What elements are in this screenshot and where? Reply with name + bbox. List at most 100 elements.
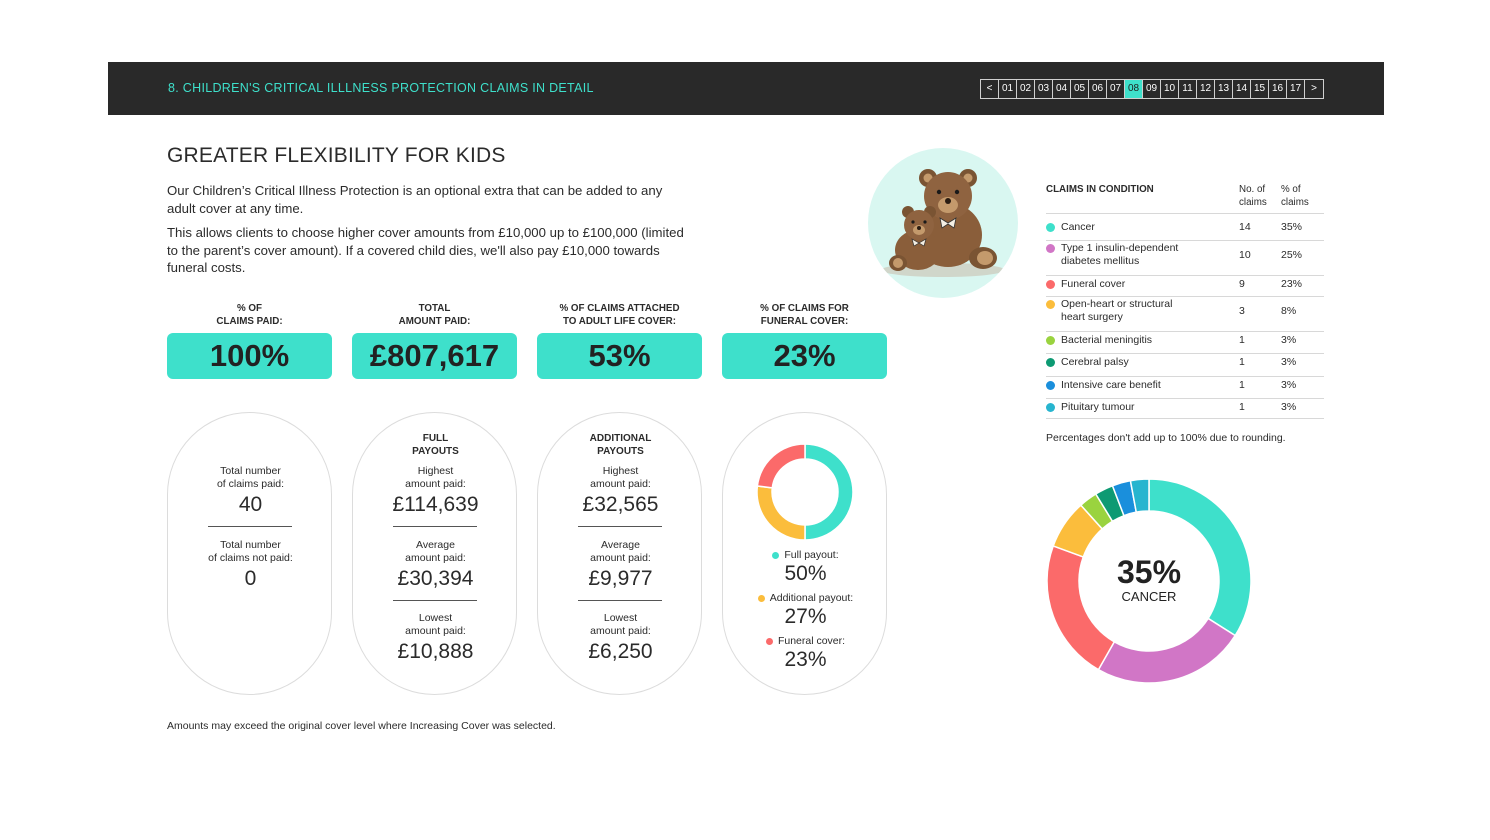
title-line: ADDITIONAL (589, 433, 652, 444)
pager-item[interactable]: 10 (1161, 80, 1179, 98)
claims-not-paid-value: 0 (244, 567, 257, 590)
label-line: Average (601, 539, 640, 551)
divider (393, 526, 477, 527)
pager-item[interactable]: 09 (1143, 80, 1161, 98)
condition-name-line: Bacterial meningitis (1061, 334, 1153, 346)
pager-item[interactable]: 15 (1251, 80, 1269, 98)
condition-name: Open-heart or structural heart surgery (1061, 298, 1231, 324)
divider (208, 526, 292, 527)
condition-name: Type 1 insulin-dependent diabetes mellitu… (1061, 242, 1231, 268)
intro-paragraph-1: Our Children’s Critical Illness Protecti… (167, 183, 663, 216)
label-line: of claims not paid: (208, 552, 293, 564)
condition-count: 1 (1239, 401, 1245, 413)
header-line: claims (1281, 197, 1309, 208)
table-header-condition: CLAIMS IN CONDITION (1046, 184, 1154, 195)
label-line: amount paid: (405, 552, 466, 564)
highest-label: Highest amount paid: (538, 465, 703, 491)
label-line: Average (416, 539, 455, 551)
intro-paragraph-2: This allows clients to choose higher cov… (167, 225, 684, 275)
legend-dot (765, 637, 773, 645)
label-line: Highest (602, 465, 639, 477)
claims-count-card: Total number of claims paid: 40 Total nu… (167, 412, 332, 695)
highest-label: Highest amount paid: (353, 465, 518, 491)
table-header-count: No. of claims (1239, 183, 1267, 209)
title-line: PAYOUTS (597, 446, 644, 457)
pager-item[interactable]: 08 (1125, 80, 1143, 98)
legend-full-payout: Full payout: (723, 549, 888, 562)
table-row: Pituitary tumour 1 3% (1046, 398, 1324, 419)
pager-item[interactable]: 01 (999, 80, 1017, 98)
stat-label-line: FUNERAL COVER: (760, 316, 849, 327)
legend-additional-payout: Additional payout: (723, 592, 888, 605)
condition-color-dot (1046, 336, 1055, 345)
condition-count: 3 (1239, 305, 1245, 317)
table-row: Bacterial meningitis 1 3% (1046, 331, 1324, 354)
pager-item[interactable]: 17 (1287, 80, 1305, 98)
average-value: £30,394 (397, 567, 474, 590)
condition-name: Cerebral palsy (1061, 356, 1231, 369)
donut-center-label: CANCER (1121, 589, 1177, 604)
pager-item[interactable]: 04 (1053, 80, 1071, 98)
label-line: Lowest (603, 612, 638, 624)
pager-item[interactable]: 12 (1197, 80, 1215, 98)
highest-value: £32,565 (582, 493, 659, 516)
additional-payouts-card: ADDITIONAL PAYOUTS Highest amount paid: … (537, 412, 702, 695)
claims-paid-value: 40 (238, 493, 263, 516)
table-note: Percentages don't add up to 100% due to … (1046, 432, 1286, 444)
pager-item[interactable]: > (1311, 83, 1317, 94)
condition-name: Bacterial meningitis (1061, 334, 1231, 347)
condition-donut-segment (1129, 478, 1150, 514)
divider (578, 526, 662, 527)
stat-label-line: CLAIMS PAID: (216, 316, 283, 327)
stat-label-line: % OF (236, 303, 263, 314)
full-payouts-card: FULL PAYOUTS Highest amount paid: £114,6… (352, 412, 517, 695)
stat-label-line: TO ADULT LIFE COVER: (562, 316, 677, 327)
pager-item[interactable]: 06 (1089, 80, 1107, 98)
table-row: Open-heart or structural heart surgery 3 8% (1046, 296, 1324, 332)
stat-label-total-paid: TOTAL AMOUNT PAID: (352, 302, 517, 328)
pager-item[interactable]: 07 (1107, 80, 1125, 98)
condition-name-line: Pituitary tumour (1061, 401, 1135, 413)
average-label: Average amount paid: (353, 539, 518, 565)
stat-value-claims-paid: 100% (167, 333, 332, 379)
average-label: Average amount paid: (538, 539, 703, 565)
table-row: Type 1 insulin-dependent diabetes mellitu… (1046, 240, 1324, 276)
condition-name-line: heart surgery (1061, 311, 1123, 323)
table-header-percent: % of claims (1281, 183, 1309, 209)
full-payouts-title: FULL PAYOUTS (353, 432, 518, 458)
divider (578, 600, 662, 601)
full-payout-value: 50% (784, 562, 827, 585)
donut-center: 35% CANCER (1089, 555, 1209, 604)
condition-name-line: Type 1 insulin-dependent (1061, 242, 1179, 254)
pager-item[interactable]: 16 (1269, 80, 1287, 98)
funeral-cover-value: 23% (784, 648, 827, 671)
pager-item[interactable]: 13 (1215, 80, 1233, 98)
stat-label-line: % OF CLAIMS ATTACHED (559, 303, 680, 314)
pager-item[interactable]: 05 (1071, 80, 1089, 98)
payout-donut-segment (756, 485, 806, 541)
header-line: claims (1239, 197, 1267, 208)
stat-label-funeral: % OF CLAIMS FOR FUNERAL COVER: (722, 302, 887, 328)
condition-name: Funeral cover (1061, 278, 1231, 291)
condition-name-line: diabetes mellitus (1061, 255, 1140, 267)
condition-name: Pituitary tumour (1061, 401, 1231, 414)
pager-item[interactable]: < (981, 80, 999, 98)
pager-item[interactable]: 02 (1017, 80, 1035, 98)
condition-color-dot (1046, 403, 1055, 412)
stat-label-line: AMOUNT PAID: (398, 316, 471, 327)
condition-color-dot (1046, 381, 1055, 390)
title-line: PAYOUTS (412, 446, 459, 457)
page-pagination: <01 02 03 04 05 06 07 08 09 10 11 12 13 14 15 16 17 > (980, 79, 1324, 99)
lowest-value: £6,250 (588, 640, 653, 663)
condition-count: 14 (1239, 221, 1251, 233)
header-line: No. of (1239, 184, 1266, 195)
teddy-bear-illustration (868, 148, 1018, 298)
pager-item[interactable]: 11 (1179, 80, 1197, 98)
pager-item[interactable]: 14 (1233, 80, 1251, 98)
condition-name-line: Cerebral palsy (1061, 356, 1129, 368)
stat-value-funeral: 23% (722, 333, 887, 379)
teddy-bear-icon (881, 169, 1005, 277)
pager-item[interactable]: 03 (1035, 80, 1053, 98)
stat-value-adult-life: 53% (537, 333, 702, 379)
legend-label: Full payout: (784, 549, 839, 561)
